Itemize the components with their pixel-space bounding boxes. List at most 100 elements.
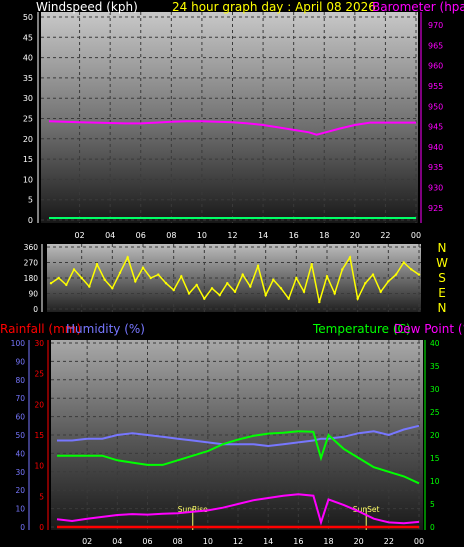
wind-direction-point xyxy=(264,294,267,297)
windspeed-tick-label: 5 xyxy=(28,196,33,205)
x-tick-label: 12 xyxy=(233,537,243,546)
windspeed-tick-label: 20 xyxy=(23,135,33,144)
humidity-tick-label: 30 xyxy=(15,468,25,477)
barometer-tick-label: 935 xyxy=(428,163,443,172)
humidity-tick-label: 70 xyxy=(15,394,25,403)
wind-direction-point xyxy=(371,273,375,276)
x-tick-label: 06 xyxy=(142,537,152,546)
windspeed-tick-label: 15 xyxy=(23,155,33,164)
rainfall-tick-label: 25 xyxy=(34,370,44,379)
x-tick-label: 16 xyxy=(289,231,299,240)
rainfall-tick-label: 30 xyxy=(34,339,44,348)
windspeed-axis-title: Windspeed (kph) xyxy=(36,0,138,14)
compass-label: S xyxy=(438,271,446,285)
barometer-tick-label: 945 xyxy=(428,123,443,132)
wind-direction-point xyxy=(141,266,145,269)
x-tick-label: 20 xyxy=(350,231,360,240)
barometer-tick-label: 950 xyxy=(428,102,443,111)
x-tick-label: 02 xyxy=(82,537,92,546)
humidity-tick-label: 0 xyxy=(20,523,25,532)
direction-tick-label: 0 xyxy=(33,305,38,314)
temperature-tick-label: 10 xyxy=(430,477,440,486)
wind-direction-point xyxy=(325,275,329,278)
barometer-tick-label: 965 xyxy=(428,41,443,50)
windspeed-tick-label: 45 xyxy=(23,33,33,42)
wind-direction-point xyxy=(180,275,183,278)
x-tick-label: 16 xyxy=(293,537,303,546)
temperature-line xyxy=(57,430,420,485)
wind-direction-point xyxy=(80,276,83,280)
humidity-tick-label: 20 xyxy=(15,486,25,495)
dewpoint-line xyxy=(56,493,420,526)
direction-tick-label: 360 xyxy=(24,243,39,252)
windspeed-tick-label: 10 xyxy=(23,175,33,184)
temperature-tick-label: 15 xyxy=(430,454,440,463)
rainfall-tick-label: 0 xyxy=(39,523,44,532)
wind-direction-point xyxy=(410,268,413,271)
wind-direction-point xyxy=(126,256,129,259)
compass-label: E xyxy=(438,286,446,300)
wind-direction-point xyxy=(233,290,237,293)
wind-direction-point xyxy=(387,280,390,283)
temperature-axis-title: Temperature (C) xyxy=(312,322,411,336)
rainfall-tick-label: 15 xyxy=(34,431,44,440)
barometer-tick-label: 930 xyxy=(428,184,443,193)
wind-direction-point xyxy=(249,285,252,288)
wind-direction-point xyxy=(72,268,76,271)
wind-direction-point xyxy=(210,287,214,290)
wind-direction-point xyxy=(318,300,321,304)
barometer-tick-label: 925 xyxy=(428,204,443,213)
wind-direction-point xyxy=(157,273,160,276)
wind-direction-point xyxy=(348,256,352,259)
x-tick-label: 08 xyxy=(166,231,176,240)
barometer-tick-label: 960 xyxy=(428,62,443,71)
x-tick-label: 14 xyxy=(258,231,268,240)
humidity-tick-label: 50 xyxy=(15,431,25,440)
x-tick-label: 22 xyxy=(384,537,394,546)
wind-direction-point xyxy=(302,290,306,293)
humidity-tick-label: 90 xyxy=(15,357,25,366)
windspeed-tick-label: 40 xyxy=(23,54,33,63)
x-tick-label: 10 xyxy=(197,231,207,240)
graph-title: 24 hour graph day : April 08 2026 xyxy=(172,0,376,14)
wind-direction-point xyxy=(226,282,229,285)
sun-annotation: SunSet xyxy=(353,505,380,514)
temperature-tick-label: 40 xyxy=(430,339,440,348)
direction-tick-label: 90 xyxy=(28,290,38,299)
humidity-tick-label: 100 xyxy=(11,339,26,348)
temperature-tick-label: 35 xyxy=(430,362,440,371)
compass-label: N xyxy=(438,301,447,315)
wind-direction-point xyxy=(88,285,91,288)
barometer-tick-label: 955 xyxy=(428,82,443,91)
windspeed-tick-label: 35 xyxy=(23,74,33,83)
rainfall-tick-label: 5 xyxy=(39,492,44,501)
wind-direction-point xyxy=(95,263,99,266)
direction-tick-label: 180 xyxy=(24,274,39,283)
wind-direction-point xyxy=(149,276,152,280)
temperature-tick-label: 0 xyxy=(430,523,435,532)
x-tick-label: 00 xyxy=(411,231,421,240)
x-tick-label: 20 xyxy=(354,537,364,546)
rain-temp-series xyxy=(56,424,420,529)
wind-direction-point xyxy=(394,273,398,276)
wind-direction-point xyxy=(333,292,336,295)
wind-direction-point xyxy=(111,287,114,290)
x-tick-label: 04 xyxy=(112,537,122,546)
humidity-tick-label: 80 xyxy=(15,376,25,385)
x-tick-label: 14 xyxy=(263,537,273,546)
x-tick-label: 08 xyxy=(173,537,183,546)
wind-baro-panel xyxy=(41,12,418,223)
wind-direction-point xyxy=(218,294,221,297)
humidity-axis-title: Humidity (%) xyxy=(66,322,145,336)
wind-direction-grid xyxy=(47,244,421,312)
temperature-tick-label: 20 xyxy=(430,431,440,440)
windspeed-tick-label: 0 xyxy=(28,216,33,225)
rainfall-tick-label: 20 xyxy=(34,400,44,409)
wind-direction-point xyxy=(164,282,168,285)
compass-label: W xyxy=(436,256,448,270)
humidity-tick-label: 10 xyxy=(15,505,25,514)
wind-direction-point xyxy=(310,263,313,266)
wind-direction-point xyxy=(287,297,290,300)
